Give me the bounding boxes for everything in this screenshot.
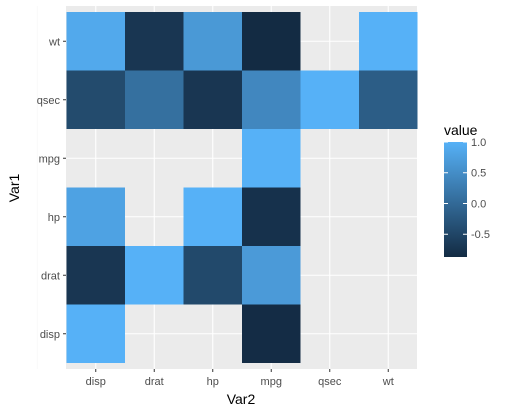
heatmap-cell <box>300 70 359 129</box>
y-tick-label: qsec <box>37 95 61 107</box>
x-tick-label: qsec <box>318 376 342 388</box>
x-tick-label: drat <box>145 376 164 388</box>
x-axis-title: Var2 <box>227 391 256 407</box>
legend-tick-label: 0.0 <box>471 198 486 210</box>
heatmap-cell <box>242 187 301 246</box>
y-tick-label: drat <box>41 270 60 282</box>
legend-tick-label: -0.5 <box>471 229 490 241</box>
heatmap-cell <box>242 304 301 363</box>
y-tick-label: mpg <box>39 153 60 165</box>
heatmap-cell <box>66 70 125 129</box>
x-tick-label: disp <box>86 376 106 388</box>
y-axis-title: Var1 <box>6 174 22 203</box>
heatmap-cell <box>183 246 242 305</box>
y-axis-ticks: disp drat hp mpg qsec wt <box>37 36 66 341</box>
heatmap-cell <box>183 70 242 129</box>
heatmap-cell <box>242 246 301 305</box>
heatmap-cell <box>66 12 125 71</box>
legend: value 1.0 0.5 0.0 -0.5 <box>444 122 490 257</box>
x-tick-label: wt <box>382 376 394 388</box>
y-tick-label: disp <box>40 329 60 341</box>
legend-tick-label: 1.0 <box>471 137 486 149</box>
x-tick-label: mpg <box>261 376 282 388</box>
heatmap-cell <box>66 246 125 305</box>
heatmap-cell <box>242 12 301 71</box>
legend-colorbar <box>444 142 467 257</box>
heatmap-cell <box>183 12 242 71</box>
heatmap-cell <box>125 70 184 129</box>
x-axis-ticks: disp drat hp mpg qsec wt <box>86 369 394 388</box>
heatmap-cell <box>66 304 125 363</box>
x-tick-label: hp <box>207 376 219 388</box>
heatmap-cell <box>183 187 242 246</box>
heatmap-cell <box>125 246 184 305</box>
legend-ticks: 1.0 0.5 0.0 -0.5 <box>444 137 490 241</box>
heatmap-cell <box>125 12 184 71</box>
heatmap-cell <box>359 70 418 129</box>
heatmap-cells <box>66 12 418 363</box>
y-tick-label: hp <box>48 212 60 224</box>
heatmap-cell <box>66 187 125 246</box>
y-tick-label: wt <box>48 36 60 48</box>
heatmap-cell <box>359 12 418 71</box>
heatmap-cell <box>242 129 301 188</box>
legend-title: value <box>444 122 478 138</box>
legend-tick-label: 0.5 <box>471 168 486 180</box>
heatmap-cell <box>242 70 301 129</box>
